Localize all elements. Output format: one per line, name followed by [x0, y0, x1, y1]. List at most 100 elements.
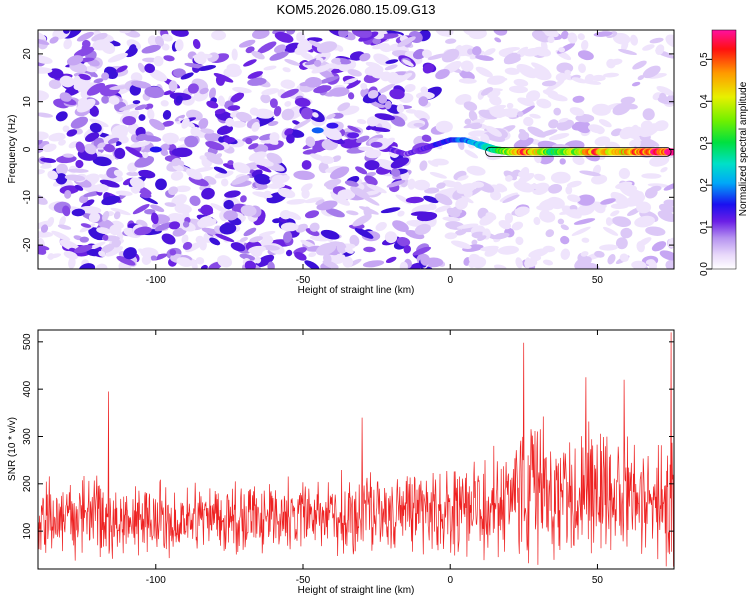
noise-blob: [100, 243, 115, 254]
noise-blob: [38, 131, 49, 141]
noise-blob: [420, 254, 431, 266]
noise-blob: [578, 63, 586, 73]
snr-y-tick-label: 400: [22, 380, 33, 397]
noise-blob: [591, 174, 608, 185]
noise-blob: [571, 77, 587, 84]
noise-blob: [579, 170, 601, 177]
noise-blob: [182, 241, 193, 250]
noise-blob: [594, 136, 611, 147]
noise-blob: [269, 132, 280, 142]
noise-blob: [171, 30, 189, 37]
noise-blob: [147, 108, 155, 120]
noise-blob: [56, 163, 68, 175]
noise-blob: [55, 111, 68, 122]
noise-blob: [217, 255, 233, 268]
noise-blob: [384, 100, 392, 110]
noise-blob: [38, 140, 50, 155]
noise-blob: [40, 157, 57, 163]
noise-blob: [493, 264, 507, 269]
noise-blob: [581, 237, 590, 243]
noise-blob: [640, 123, 660, 138]
noise-blob: [567, 194, 581, 203]
noise-blob: [101, 195, 121, 206]
noise-blob: [480, 245, 499, 252]
noise-blob: [102, 210, 110, 222]
noise-blob: [228, 67, 242, 78]
noise-blob: [164, 202, 177, 207]
noise-blob: [471, 256, 487, 269]
noise-blob: [386, 180, 406, 188]
noise-blob: [372, 43, 390, 50]
noise-blob: [599, 244, 619, 251]
noise-blob: [130, 141, 151, 148]
noise-blob: [84, 66, 98, 73]
noise-blob: [84, 143, 97, 155]
noise-blob: [190, 126, 200, 137]
noise-blob: [92, 156, 112, 167]
colorbar-tick-label: 0.3: [699, 136, 710, 150]
noise-blob: [587, 124, 605, 134]
noise-blob: [115, 190, 133, 196]
noise-blob: [75, 159, 84, 169]
noise-blob: [631, 81, 641, 87]
noise-blob: [431, 158, 449, 166]
noise-blob: [122, 116, 137, 126]
noise-blob: [200, 264, 208, 269]
noise-blob: [263, 65, 277, 71]
noise-blob: [168, 186, 179, 196]
noise-blob: [219, 222, 237, 235]
noise-blob: [154, 35, 165, 47]
snr-frame: [37, 329, 675, 570]
noise-blob: [615, 181, 633, 190]
noise-blob: [655, 44, 665, 55]
noise-blob: [545, 229, 555, 238]
noise-blob: [267, 182, 286, 189]
noise-blob: [506, 102, 514, 109]
noise-blob: [459, 70, 475, 81]
noise-blob: [153, 55, 164, 67]
noise-blob: [38, 244, 50, 251]
noise-blob: [171, 194, 187, 207]
noise-blob: [299, 81, 313, 87]
noise-blob: [641, 173, 662, 179]
snr-x-tick-label: -50: [296, 575, 311, 586]
noise-blob: [206, 100, 219, 109]
noise-blob: [141, 254, 152, 265]
noise-blob: [244, 260, 256, 269]
noise-blob: [566, 180, 582, 188]
noise-blob: [559, 158, 566, 165]
colorbar: 0.0 0.1 0.2 0.3 0.4 0.5 Normalized spectral a…: [699, 29, 749, 276]
noise-blob: [402, 59, 414, 67]
noise-blob: [423, 195, 439, 204]
noise-blob: [190, 259, 198, 269]
noise-blob: [542, 259, 554, 266]
noise-blob: [155, 178, 167, 191]
colorbar-tick-label: 0.5: [699, 52, 710, 66]
noise-blob: [223, 199, 234, 210]
noise-blob: [593, 31, 613, 37]
noise-blob: [564, 69, 572, 76]
noise-blob: [571, 226, 591, 236]
noise-blob: [185, 241, 202, 253]
noise-blob: [571, 121, 590, 131]
noise-blob: [141, 44, 161, 54]
noise-blob: [316, 242, 337, 256]
noise-blob: [544, 30, 555, 37]
noise-blob: [223, 210, 238, 221]
noise-blob: [364, 160, 380, 171]
noise-blob: [230, 92, 245, 103]
noise-blob: [280, 88, 299, 99]
noise-blob: [305, 136, 316, 148]
noise-blob: [233, 162, 251, 174]
noise-blob: [159, 143, 170, 152]
noise-blob: [62, 125, 70, 133]
noise-blob: [64, 174, 86, 182]
noise-blob: [76, 31, 94, 42]
noise-blob: [232, 87, 252, 94]
colorbar-ticks: 0.0 0.1 0.2 0.3 0.4 0.5: [699, 52, 712, 276]
snr-plot: -100 -50 0 50 100 200 300 400 500 Height of str…: [7, 329, 675, 596]
noise-blob: [545, 79, 565, 92]
noise-blob: [97, 142, 106, 149]
noise-blob: [294, 251, 307, 261]
noise-blob: [318, 76, 340, 84]
